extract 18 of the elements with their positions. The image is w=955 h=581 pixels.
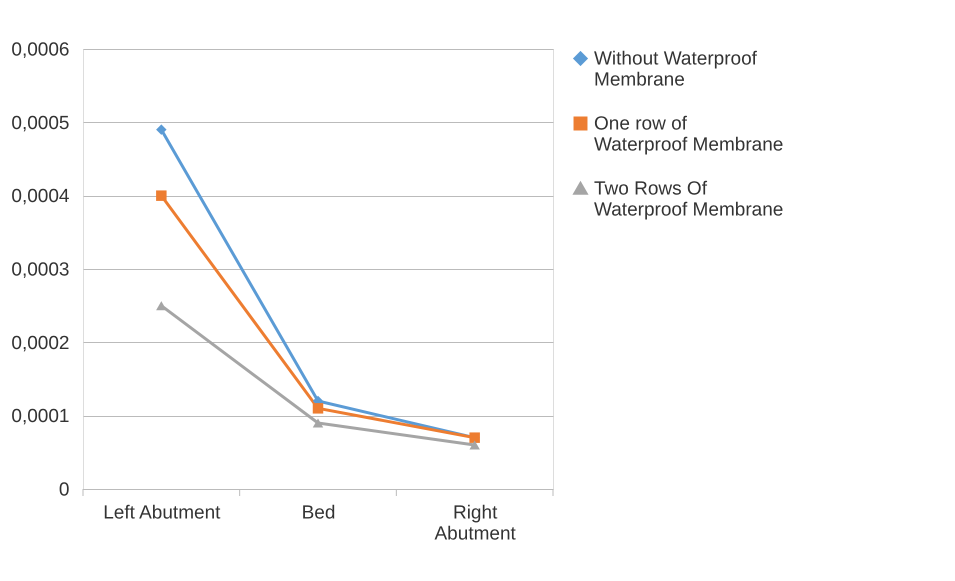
point: [156, 190, 167, 201]
x-tick-label: Left Abutment: [103, 502, 222, 524]
legend-label: One row of Waterproof Membrane: [594, 114, 784, 156]
y-tick-label: 0,0003: [11, 260, 70, 280]
point: [469, 440, 480, 450]
x-tick-label: Bed: [302, 502, 336, 524]
y-tick-label: 0,0006: [11, 40, 70, 60]
point: [312, 403, 324, 414]
y-tick-label: 0,0002: [11, 332, 70, 354]
x-tick-label: Right Abutment: [434, 502, 517, 544]
y-tick-label: 0: [58, 480, 70, 500]
legend-label: Without Waterproof Membrane: [594, 48, 758, 90]
y-tick-label: 0,0001: [11, 406, 70, 428]
legend-label: Two Rows Of Waterproof Membrane: [594, 178, 784, 220]
y-tick-label: 0,0004: [11, 186, 70, 208]
point: [312, 418, 324, 428]
point: [156, 124, 167, 135]
y-tick-label: 0,0005: [11, 112, 70, 134]
